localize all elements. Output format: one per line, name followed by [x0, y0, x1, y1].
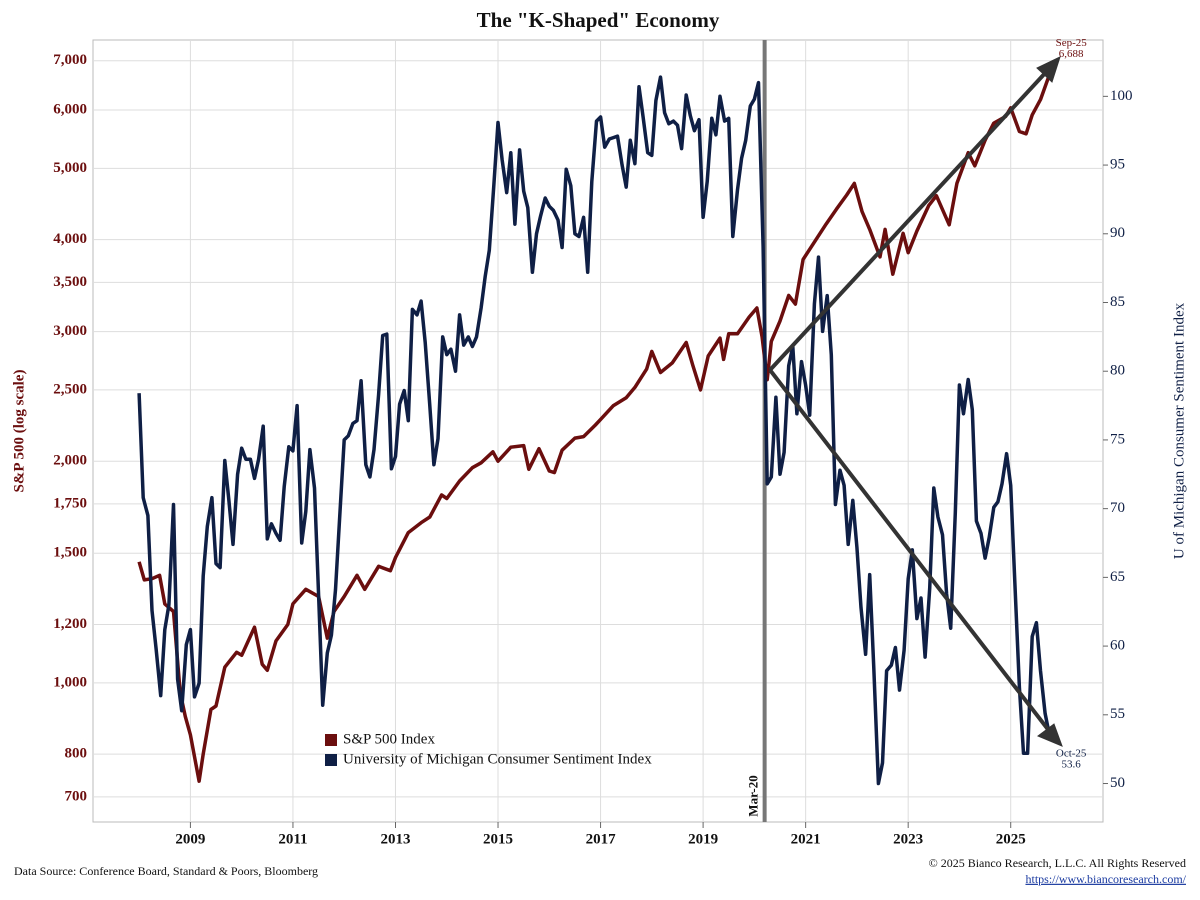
x-tick-label: 2015 — [483, 831, 513, 847]
y2-tick-label: 75 — [1110, 431, 1125, 447]
y-tick-label: 2,000 — [53, 453, 87, 469]
y-tick-label: 7,000 — [53, 52, 87, 68]
y2-axis-label: U of Michigan Consumer Sentiment Index — [1171, 302, 1187, 559]
plot-frame — [92, 39, 1104, 823]
end-label-value: 53.6 — [1062, 759, 1082, 771]
y2-tick-label: 80 — [1110, 363, 1125, 379]
x-tick-label: 2013 — [380, 831, 410, 847]
y2-tick-label: 85 — [1110, 294, 1125, 310]
legend-label: University of Michigan Consumer Sentimen… — [343, 751, 652, 767]
legend-swatch — [325, 734, 337, 746]
end-label-date: Sep-25 — [1056, 37, 1088, 49]
y2-tick-label: 55 — [1110, 706, 1125, 722]
copyright: © 2025 Bianco Research, L.L.C. All Right… — [929, 856, 1186, 870]
y-tick-label: 6,000 — [53, 101, 87, 117]
x-tick-label: 2009 — [175, 831, 205, 847]
series-line — [137, 74, 1051, 783]
x-tick-label: 2021 — [791, 831, 821, 847]
end-label-date: Oct-25 — [1056, 748, 1087, 760]
y-tick-label: 800 — [65, 746, 88, 762]
y-tick-label: 3,500 — [53, 274, 87, 290]
legend-swatch — [325, 754, 337, 766]
y2-tick-label: 95 — [1110, 157, 1125, 173]
y-tick-label: 1,000 — [53, 674, 87, 690]
y-tick-label: 700 — [65, 788, 88, 804]
y2-tick-label: 60 — [1110, 638, 1125, 654]
x-tick-label: 2023 — [893, 831, 923, 847]
end-label-value: 6,688 — [1059, 48, 1084, 60]
k-arrows — [768, 56, 1063, 747]
x-tick-label: 2025 — [996, 831, 1026, 847]
source-note: Data Source: Conference Board, Standard … — [14, 864, 318, 878]
y-tick-label: 1,500 — [53, 545, 87, 561]
y-tick-label: 4,000 — [53, 231, 87, 247]
x-tick-label: 2017 — [586, 831, 617, 847]
arrow-down — [768, 368, 1052, 734]
event-label: Mar-20 — [746, 775, 761, 816]
website-link[interactable]: https://www.biancoresearch.com/ — [1025, 872, 1186, 886]
y-tick-label: 2,500 — [53, 381, 87, 397]
y2-tick-label: 65 — [1110, 569, 1125, 585]
arrowhead — [1036, 56, 1061, 83]
x-tick-label: 2019 — [688, 831, 718, 847]
y2-tick-label: 70 — [1110, 500, 1125, 516]
arrow-up — [768, 68, 1050, 372]
legend-label: S&P 500 Index — [343, 731, 435, 747]
plot-area — [92, 39, 1108, 828]
chart-title: The "K-Shaped" Economy — [477, 8, 720, 32]
y2-tick-label: 50 — [1110, 775, 1125, 791]
y2-tick-label: 100 — [1110, 88, 1133, 104]
x-tick-label: 2011 — [278, 831, 307, 847]
arrowhead — [1037, 723, 1063, 747]
y-tick-label: 1,750 — [53, 495, 87, 511]
y-tick-label: 1,200 — [53, 616, 87, 632]
y-tick-label: 3,000 — [53, 323, 87, 339]
series-line — [137, 75, 1051, 786]
y-axis-label: S&P 500 (log scale) — [11, 370, 27, 493]
y2-tick-label: 90 — [1110, 225, 1125, 241]
y-tick-label: 5,000 — [53, 160, 87, 176]
